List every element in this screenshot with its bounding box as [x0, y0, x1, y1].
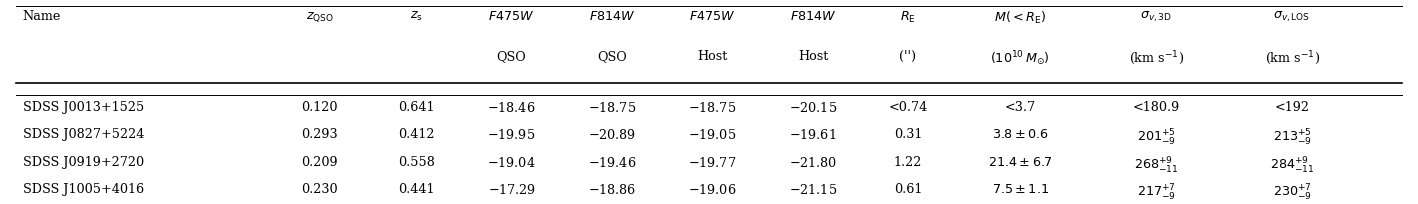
- Text: <0.74: <0.74: [888, 101, 927, 114]
- Text: (''): (''): [899, 50, 916, 63]
- Text: $-$19.05: $-$19.05: [688, 128, 737, 142]
- Text: $\sigma_{v,\rm LOS}$: $\sigma_{v,\rm LOS}$: [1273, 10, 1310, 24]
- Text: $-$19.61: $-$19.61: [790, 128, 837, 142]
- Text: $\sigma_{v,\rm 3D}$: $\sigma_{v,\rm 3D}$: [1140, 10, 1173, 24]
- Text: $z_{\rm s}$: $z_{\rm s}$: [410, 10, 423, 23]
- Text: 0.61: 0.61: [893, 183, 922, 196]
- Text: $201^{+5}_{-9}$: $201^{+5}_{-9}$: [1137, 128, 1176, 148]
- Text: 0.558: 0.558: [398, 156, 435, 169]
- Text: SDSS J0919+2720: SDSS J0919+2720: [23, 156, 143, 169]
- Text: $268^{+9}_{-11}$: $268^{+9}_{-11}$: [1134, 156, 1178, 176]
- Text: 0.230: 0.230: [302, 183, 337, 196]
- Text: $-$19.77: $-$19.77: [688, 156, 737, 170]
- Text: $-$19.46: $-$19.46: [588, 156, 637, 170]
- Text: 0.209: 0.209: [302, 156, 337, 169]
- Text: SDSS J0827+5224: SDSS J0827+5224: [23, 128, 145, 141]
- Text: $-$17.29: $-$17.29: [488, 183, 536, 197]
- Text: $-$18.75: $-$18.75: [588, 101, 637, 115]
- Text: 0.120: 0.120: [302, 101, 337, 114]
- Text: $-$20.15: $-$20.15: [788, 101, 837, 115]
- Text: SDSS J1005+4016: SDSS J1005+4016: [23, 183, 143, 196]
- Text: $213^{+5}_{-9}$: $213^{+5}_{-9}$: [1272, 128, 1312, 148]
- Text: Host: Host: [698, 50, 727, 63]
- Text: 0.641: 0.641: [398, 101, 435, 114]
- Text: $-$19.95: $-$19.95: [488, 128, 536, 142]
- Text: SDSS J0013+1525: SDSS J0013+1525: [23, 101, 143, 114]
- Text: $217^{+7}_{-9}$: $217^{+7}_{-9}$: [1137, 183, 1176, 203]
- Text: $284^{+9}_{-11}$: $284^{+9}_{-11}$: [1269, 156, 1314, 176]
- Text: 1.22: 1.22: [893, 156, 922, 169]
- Text: $-$18.86: $-$18.86: [588, 183, 637, 197]
- Text: 0.441: 0.441: [398, 183, 435, 196]
- Text: $21.4\pm6.7$: $21.4\pm6.7$: [988, 156, 1052, 169]
- Text: $-$19.06: $-$19.06: [688, 183, 737, 197]
- Text: $z_{\rm QSO}$: $z_{\rm QSO}$: [306, 10, 333, 24]
- Text: $F475W$: $F475W$: [488, 10, 535, 23]
- Text: 0.31: 0.31: [893, 128, 922, 141]
- Text: (km s$^{-1}$): (km s$^{-1}$): [1129, 50, 1184, 67]
- Text: $F475W$: $F475W$: [689, 10, 736, 23]
- Text: $-$19.04: $-$19.04: [488, 156, 536, 170]
- Text: $F814W$: $F814W$: [588, 10, 635, 23]
- Text: $-$18.75: $-$18.75: [688, 101, 737, 115]
- Text: <180.9: <180.9: [1133, 101, 1180, 114]
- Text: $-$20.89: $-$20.89: [588, 128, 635, 142]
- Text: $M(<R_{\rm E})$: $M(<R_{\rm E})$: [994, 10, 1046, 26]
- Text: $F814W$: $F814W$: [790, 10, 837, 23]
- Text: 0.412: 0.412: [398, 128, 435, 141]
- Text: QSO: QSO: [597, 50, 627, 63]
- Text: <3.7: <3.7: [1005, 101, 1037, 114]
- Text: $230^{+7}_{-9}$: $230^{+7}_{-9}$: [1272, 183, 1312, 203]
- Text: Name: Name: [23, 10, 61, 23]
- Text: $-$21.80: $-$21.80: [788, 156, 837, 170]
- Text: (km s$^{-1}$): (km s$^{-1}$): [1265, 50, 1320, 67]
- Text: QSO: QSO: [496, 50, 526, 63]
- Text: $(10^{10}\, M_{\odot})$: $(10^{10}\, M_{\odot})$: [990, 50, 1051, 68]
- Text: $-$18.46: $-$18.46: [488, 101, 536, 115]
- Text: $3.8\pm0.6$: $3.8\pm0.6$: [991, 128, 1049, 141]
- Text: 0.293: 0.293: [302, 128, 337, 141]
- Text: $-$21.15: $-$21.15: [788, 183, 837, 197]
- Text: Host: Host: [798, 50, 828, 63]
- Text: <192: <192: [1275, 101, 1310, 114]
- Text: $7.5\pm1.1$: $7.5\pm1.1$: [991, 183, 1049, 196]
- Text: $R_{\rm E}$: $R_{\rm E}$: [900, 10, 916, 25]
